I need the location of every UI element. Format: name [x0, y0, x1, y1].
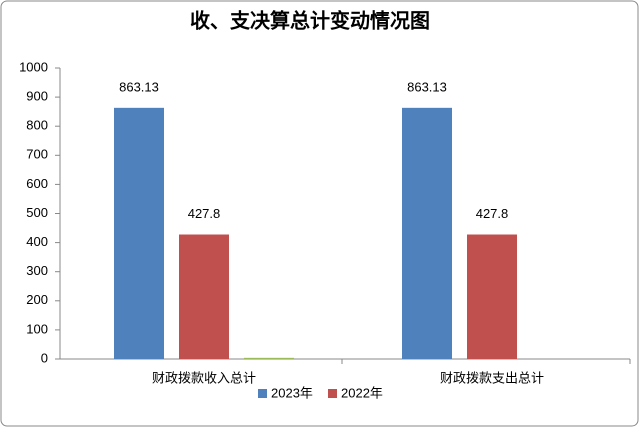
y-tick-label: 0 [41, 350, 48, 365]
bar [179, 234, 229, 359]
bar [402, 107, 452, 360]
y-tick-label: 900 [26, 89, 48, 104]
y-tick-label: 700 [26, 147, 48, 162]
chart-title: 收、支决算总计变动情况图 [190, 8, 430, 32]
legend-label: 2022年 [341, 385, 383, 400]
legend-swatch [328, 389, 337, 398]
y-tick-label: 1000 [19, 59, 48, 74]
data-label: 863.13 [407, 79, 447, 94]
x-tick-label: 财政拨款收入总计 [152, 370, 256, 385]
legend-label: 2023年 [271, 385, 313, 400]
y-tick-label: 600 [26, 176, 48, 191]
bar [244, 357, 294, 359]
x-tick-label: 财政拨款支出总计 [440, 370, 544, 385]
bar [114, 107, 164, 360]
legend-swatch [258, 389, 267, 398]
data-label: 427.8 [188, 206, 221, 221]
bar [467, 234, 517, 359]
data-label: 427.8 [476, 206, 509, 221]
y-tick-label: 100 [26, 321, 48, 336]
y-tick-label: 800 [26, 118, 48, 133]
y-tick-label: 200 [26, 292, 48, 307]
y-tick-label: 300 [26, 263, 48, 278]
data-label: 863.13 [119, 79, 159, 94]
y-tick-label: 400 [26, 234, 48, 249]
y-tick-label: 500 [26, 205, 48, 220]
